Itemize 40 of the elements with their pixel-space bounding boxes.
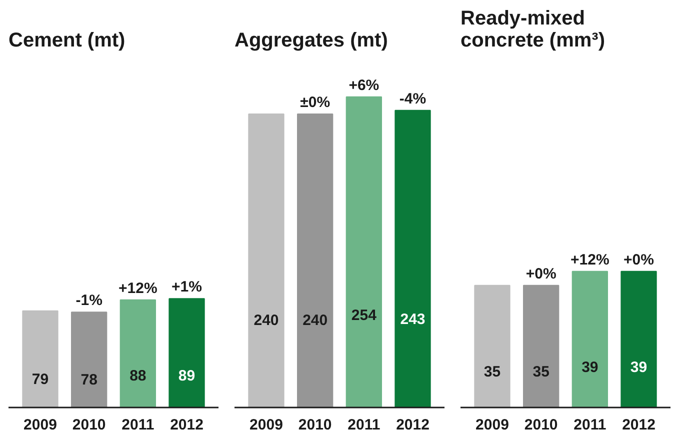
data-label: 39: [630, 359, 648, 376]
annotation: +12%: [118, 280, 158, 297]
bar: [71, 312, 108, 408]
chart-title: Ready-mixed concrete (mm³): [460, 8, 605, 52]
data-label: 88: [130, 368, 146, 385]
x-tick-label: 2010: [72, 416, 106, 432]
data-label: 78: [80, 371, 98, 388]
bar: [120, 299, 156, 408]
data-label: 89: [178, 367, 196, 384]
x-tick-label: 2011: [574, 416, 606, 432]
data-label: 254: [351, 306, 378, 324]
annotation: +12%: [570, 251, 610, 268]
x-tick-label: 2009: [250, 416, 283, 432]
bar: [168, 298, 205, 408]
data-label: 79: [32, 371, 49, 388]
x-tick-label: 2011: [348, 416, 380, 432]
x-tick-label: 2011: [122, 416, 154, 432]
annotation: ±0%: [300, 94, 330, 111]
data-label: 39: [582, 359, 598, 376]
x-tick-label: 2010: [524, 416, 558, 432]
chart-title: Cement (mt): [8, 30, 126, 52]
x-tick-label: 2009: [476, 416, 509, 432]
data-label: 243: [400, 310, 426, 328]
annotation: -4%: [399, 90, 426, 108]
annotation: +0%: [624, 251, 654, 268]
chart-title: Aggregates (mt): [234, 30, 388, 52]
data-label: 35: [484, 363, 501, 380]
annotation: +0%: [526, 265, 556, 282]
data-label: 240: [302, 312, 328, 329]
bar: [22, 310, 58, 408]
x-tick-label: 2009: [24, 416, 57, 432]
x-tick-label: 2012: [396, 416, 430, 432]
x-tick-label: 2012: [170, 416, 204, 432]
data-label: 35: [532, 363, 550, 380]
annotation: -1%: [76, 292, 102, 310]
annotation: +1%: [172, 278, 202, 296]
annotation: +6%: [348, 76, 380, 94]
data-label: 240: [254, 312, 279, 329]
x-tick-label: 2010: [298, 416, 332, 432]
x-tick-label: 2012: [622, 416, 656, 432]
